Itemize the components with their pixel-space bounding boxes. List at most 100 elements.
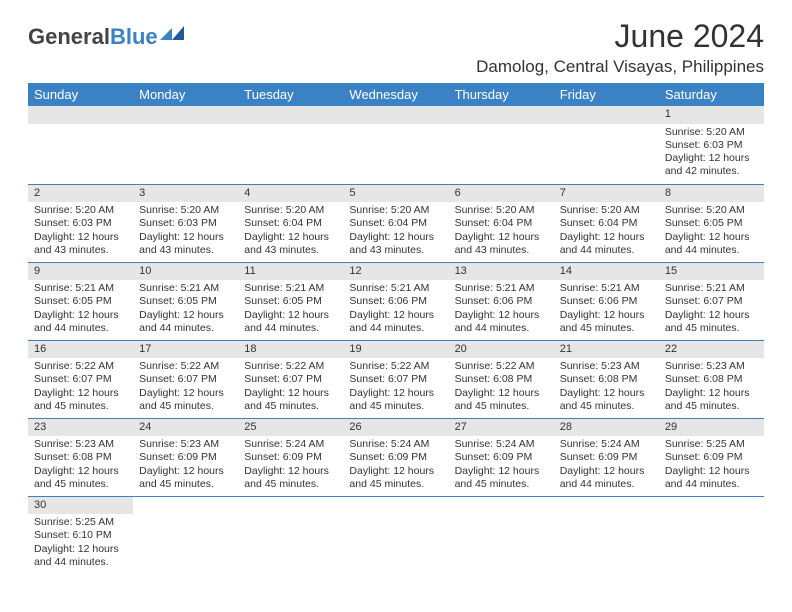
sunrise-text: Sunrise: 5:20 AM [665,126,758,139]
sunset-text: Sunset: 6:07 PM [139,373,232,386]
calendar-day-cell: 13Sunrise: 5:21 AMSunset: 6:06 PMDayligh… [449,262,554,340]
sunset-text: Sunset: 6:03 PM [139,217,232,230]
day-details: Sunrise: 5:22 AMSunset: 6:07 PMDaylight:… [133,358,238,417]
sunrise-text: Sunrise: 5:23 AM [34,438,127,451]
day-number: 12 [343,263,448,281]
day-number: 9 [28,263,133,281]
day-number-bar [28,106,133,124]
day-details: Sunrise: 5:21 AMSunset: 6:06 PMDaylight:… [449,280,554,339]
sunrise-text: Sunrise: 5:21 AM [455,282,548,295]
calendar-week-row: 1Sunrise: 5:20 AMSunset: 6:03 PMDaylight… [28,106,764,184]
daylight-text: Daylight: 12 hours and 45 minutes. [455,465,548,491]
sunrise-text: Sunrise: 5:21 AM [139,282,232,295]
daylight-text: Daylight: 12 hours and 43 minutes. [34,231,127,257]
day-details: Sunrise: 5:21 AMSunset: 6:06 PMDaylight:… [343,280,448,339]
weekday-header-row: Sunday Monday Tuesday Wednesday Thursday… [28,83,764,106]
sunset-text: Sunset: 6:08 PM [34,451,127,464]
day-details: Sunrise: 5:20 AMSunset: 6:03 PMDaylight:… [659,124,764,183]
sunrise-text: Sunrise: 5:22 AM [34,360,127,373]
calendar-day-cell: 20Sunrise: 5:22 AMSunset: 6:08 PMDayligh… [449,340,554,418]
daylight-text: Daylight: 12 hours and 43 minutes. [349,231,442,257]
sunrise-text: Sunrise: 5:22 AM [139,360,232,373]
daylight-text: Daylight: 12 hours and 45 minutes. [349,387,442,413]
calendar-day-cell [554,496,659,574]
sunrise-text: Sunrise: 5:22 AM [244,360,337,373]
calendar-day-cell: 5Sunrise: 5:20 AMSunset: 6:04 PMDaylight… [343,184,448,262]
daylight-text: Daylight: 12 hours and 44 minutes. [139,309,232,335]
day-details: Sunrise: 5:25 AMSunset: 6:10 PMDaylight:… [28,514,133,573]
sunset-text: Sunset: 6:08 PM [665,373,758,386]
calendar-day-cell: 12Sunrise: 5:21 AMSunset: 6:06 PMDayligh… [343,262,448,340]
calendar-day-cell [133,496,238,574]
daylight-text: Daylight: 12 hours and 44 minutes. [34,309,127,335]
brand-logo: GeneralBlue [28,24,186,50]
calendar-week-row: 16Sunrise: 5:22 AMSunset: 6:07 PMDayligh… [28,340,764,418]
calendar-week-row: 30Sunrise: 5:25 AMSunset: 6:10 PMDayligh… [28,496,764,574]
sunrise-text: Sunrise: 5:25 AM [665,438,758,451]
sunrise-text: Sunrise: 5:21 AM [349,282,442,295]
day-number: 10 [133,263,238,281]
calendar-day-cell [659,496,764,574]
day-number: 7 [554,185,659,203]
day-number-bar [343,106,448,124]
daylight-text: Daylight: 12 hours and 44 minutes. [349,309,442,335]
calendar-day-cell: 2Sunrise: 5:20 AMSunset: 6:03 PMDaylight… [28,184,133,262]
weekday-header: Monday [133,83,238,106]
calendar-day-cell [133,106,238,184]
sunset-text: Sunset: 6:05 PM [665,217,758,230]
sunset-text: Sunset: 6:09 PM [244,451,337,464]
day-number: 23 [28,419,133,437]
calendar-day-cell: 10Sunrise: 5:21 AMSunset: 6:05 PMDayligh… [133,262,238,340]
day-number: 6 [449,185,554,203]
daylight-text: Daylight: 12 hours and 42 minutes. [665,152,758,178]
day-number-bar [133,106,238,124]
day-details: Sunrise: 5:21 AMSunset: 6:05 PMDaylight:… [238,280,343,339]
daylight-text: Daylight: 12 hours and 43 minutes. [139,231,232,257]
calendar-day-cell [343,106,448,184]
sunrise-text: Sunrise: 5:21 AM [560,282,653,295]
calendar-day-cell: 17Sunrise: 5:22 AMSunset: 6:07 PMDayligh… [133,340,238,418]
sunset-text: Sunset: 6:09 PM [349,451,442,464]
sunset-text: Sunset: 6:03 PM [34,217,127,230]
calendar-day-cell: 3Sunrise: 5:20 AMSunset: 6:03 PMDaylight… [133,184,238,262]
daylight-text: Daylight: 12 hours and 45 minutes. [244,387,337,413]
day-number: 28 [554,419,659,437]
day-number: 19 [343,341,448,359]
daylight-text: Daylight: 12 hours and 44 minutes. [665,465,758,491]
day-number: 27 [449,419,554,437]
day-number: 15 [659,263,764,281]
sunrise-text: Sunrise: 5:22 AM [349,360,442,373]
sunrise-text: Sunrise: 5:24 AM [560,438,653,451]
day-details: Sunrise: 5:21 AMSunset: 6:05 PMDaylight:… [28,280,133,339]
day-number-bar [449,106,554,124]
weekday-header: Wednesday [343,83,448,106]
day-number: 17 [133,341,238,359]
day-number: 4 [238,185,343,203]
day-details: Sunrise: 5:21 AMSunset: 6:05 PMDaylight:… [133,280,238,339]
day-number: 5 [343,185,448,203]
sunset-text: Sunset: 6:07 PM [244,373,337,386]
sunset-text: Sunset: 6:09 PM [455,451,548,464]
calendar-day-cell [238,106,343,184]
sunset-text: Sunset: 6:04 PM [349,217,442,230]
day-details: Sunrise: 5:20 AMSunset: 6:03 PMDaylight:… [133,202,238,261]
day-number: 24 [133,419,238,437]
calendar-week-row: 9Sunrise: 5:21 AMSunset: 6:05 PMDaylight… [28,262,764,340]
calendar-day-cell: 22Sunrise: 5:23 AMSunset: 6:08 PMDayligh… [659,340,764,418]
calendar-day-cell: 6Sunrise: 5:20 AMSunset: 6:04 PMDaylight… [449,184,554,262]
calendar-day-cell: 19Sunrise: 5:22 AMSunset: 6:07 PMDayligh… [343,340,448,418]
calendar-day-cell [343,496,448,574]
day-number: 18 [238,341,343,359]
sunrise-text: Sunrise: 5:20 AM [455,204,548,217]
calendar-day-cell: 25Sunrise: 5:24 AMSunset: 6:09 PMDayligh… [238,418,343,496]
sunset-text: Sunset: 6:03 PM [665,139,758,152]
calendar-day-cell: 27Sunrise: 5:24 AMSunset: 6:09 PMDayligh… [449,418,554,496]
day-number: 3 [133,185,238,203]
daylight-text: Daylight: 12 hours and 44 minutes. [244,309,337,335]
daylight-text: Daylight: 12 hours and 45 minutes. [665,309,758,335]
calendar-day-cell: 9Sunrise: 5:21 AMSunset: 6:05 PMDaylight… [28,262,133,340]
calendar-day-cell: 7Sunrise: 5:20 AMSunset: 6:04 PMDaylight… [554,184,659,262]
calendar-week-row: 23Sunrise: 5:23 AMSunset: 6:08 PM Dayligh… [28,418,764,496]
day-number: 20 [449,341,554,359]
day-details: Sunrise: 5:24 AMSunset: 6:09 PMDaylight:… [238,436,343,495]
